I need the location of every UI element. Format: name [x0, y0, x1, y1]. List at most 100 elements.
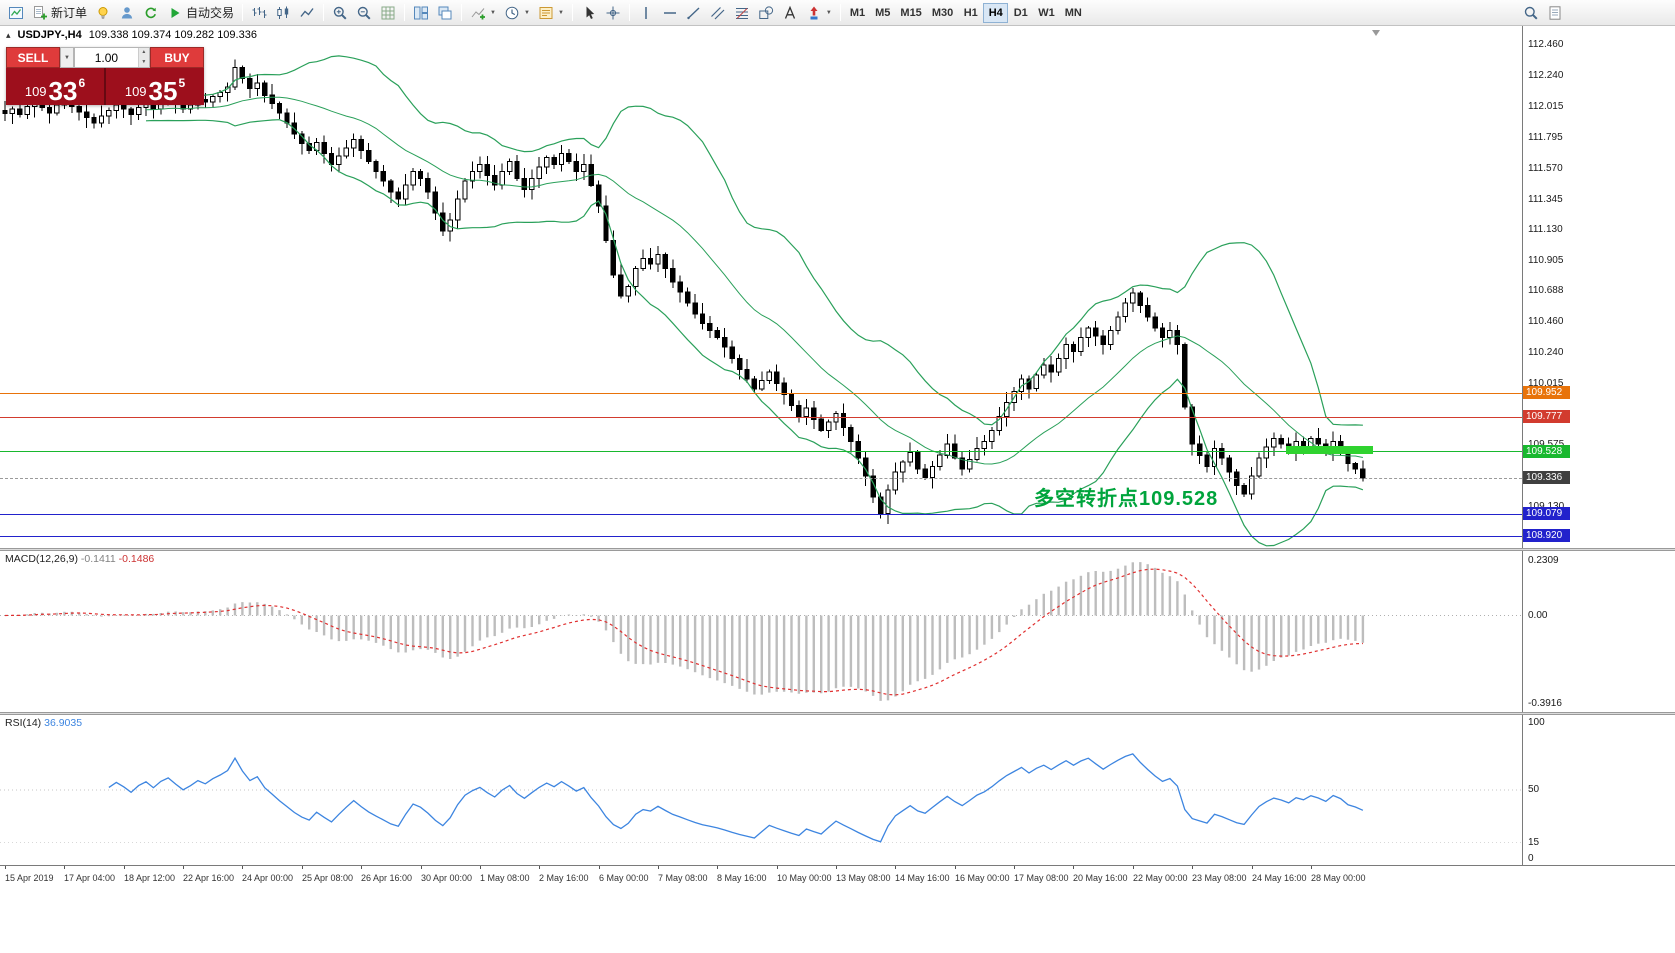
time-tick	[242, 866, 243, 869]
cursor-button[interactable]	[577, 2, 601, 23]
toolbar-groups: 新订单 自动交易 ▼ ▼ ▼ ▼ M1 M5 M15 M30 H1 H4 D1 W1 MN	[4, 0, 1087, 25]
timeframe-mn-button[interactable]: MN	[1060, 3, 1087, 23]
app-chart-icon	[9, 6, 23, 19]
timeframe-w1-button[interactable]: W1	[1033, 3, 1060, 23]
time-label: 22 May 00:00	[1133, 873, 1188, 883]
buy-price[interactable]: 109 35 5	[106, 68, 204, 105]
chart-info: ▴ USDJPY-,H4 109.338 109.374 109.282 109…	[6, 29, 257, 41]
trendline-button[interactable]	[682, 2, 706, 23]
price-display: 109 33 6 109 35 5	[6, 68, 204, 105]
sell-price-pip: 6	[78, 76, 86, 90]
vertical-line-button[interactable]	[634, 2, 658, 23]
collapse-chart-icon[interactable]: ▴	[6, 29, 11, 40]
timeframe-m30-button[interactable]: M30	[927, 3, 958, 23]
time-label: 26 Apr 16:00	[361, 873, 413, 883]
price-scale[interactable]: 112.460 112.240 112.015 111.795 111.570 111.3…	[1523, 26, 1675, 548]
sell-price[interactable]: 109 33 6	[6, 68, 104, 105]
indicators-button[interactable]: ▼	[466, 2, 500, 23]
time-label: 22 Apr 16:00	[183, 873, 235, 883]
candles-chart-button[interactable]	[271, 2, 295, 23]
rsi-panel[interactable]: RSI(14) 36.9035	[0, 715, 1522, 865]
autotrade-label: 自动交易	[186, 6, 235, 20]
grid-icon	[381, 6, 395, 19]
time-tick	[1252, 866, 1253, 869]
volume-input[interactable]	[75, 48, 138, 67]
candles-chart-icon	[277, 6, 289, 19]
text-button[interactable]	[778, 2, 802, 23]
market-watch-button[interactable]	[115, 2, 139, 23]
bars-chart-button[interactable]	[247, 2, 271, 23]
time-label: 30 Apr 00:00	[421, 873, 473, 883]
templates-button[interactable]: ▼	[534, 2, 568, 23]
tile-windows-button[interactable]	[409, 2, 433, 23]
search-button[interactable]	[1519, 2, 1543, 23]
timeframe-m5-button[interactable]: M5	[870, 3, 895, 23]
time-label: 10 May 00:00	[777, 873, 832, 883]
equidistant-channel-button[interactable]	[706, 2, 730, 23]
navigator-button[interactable]	[139, 2, 163, 23]
crosshair-button[interactable]	[601, 2, 625, 23]
sell-button[interactable]: SELL	[6, 47, 60, 68]
arrows-button[interactable]: ▼	[802, 2, 836, 23]
horizontal-line-109.952[interactable]	[0, 392, 1522, 394]
timeframe-d1-button[interactable]: D1	[1008, 3, 1033, 23]
time-tick	[1133, 866, 1134, 869]
price-chart[interactable]: ▴ USDJPY-,H4 109.338 109.374 109.282 109…	[0, 26, 1522, 548]
vline-icon	[645, 6, 647, 19]
zoom-out-button[interactable]	[352, 2, 376, 23]
time-axis[interactable]: 15 Apr 2019 17 Apr 04:00 18 Apr 12:00 22 Ap…	[0, 865, 1675, 889]
horizontal-line-109.079[interactable]	[0, 513, 1522, 515]
time-label: 14 May 16:00	[895, 873, 950, 883]
timeframe-m15-button[interactable]: M15	[895, 3, 926, 23]
crosshair-icon	[606, 6, 620, 19]
price-badge: 109.079	[1523, 507, 1570, 520]
fibonacci-button[interactable]	[730, 2, 754, 23]
bars-chart-icon	[252, 6, 267, 18]
panel-divider[interactable]	[0, 712, 1675, 715]
toolbar-right	[1519, 2, 1567, 23]
profiles-button[interactable]	[91, 2, 115, 23]
zoom-out-icon	[357, 6, 371, 20]
text-icon	[784, 5, 795, 19]
timeframe-h1-button[interactable]: H1	[958, 3, 983, 23]
time-tick	[64, 866, 65, 869]
highlight-rectangle[interactable]	[1285, 446, 1374, 455]
panel-divider[interactable]	[0, 548, 1675, 551]
candlestick-canvas[interactable]	[0, 26, 1522, 548]
rsi-canvas	[0, 753, 1522, 843]
timeframe-m1-button[interactable]: M1	[845, 3, 870, 23]
channel-icon	[710, 6, 725, 19]
cascade-windows-button[interactable]	[433, 2, 457, 23]
line-chart-button[interactable]	[295, 2, 319, 23]
timeframe-h4-button[interactable]: H4	[983, 2, 1009, 23]
toolbar-separator	[571, 4, 573, 21]
horizontal-line-109.777[interactable]	[0, 416, 1522, 418]
time-tick	[361, 866, 362, 869]
zoom-in-button[interactable]	[328, 2, 352, 23]
price-scale-label: 110.015	[1528, 377, 1564, 389]
order-type-dropdown[interactable]: ▼	[60, 47, 74, 68]
sell-price-prefix: 109	[24, 84, 47, 99]
app-chart-button[interactable]	[4, 2, 28, 23]
macd-header: MACD(12,26,9) -0.1411 -0.1486	[5, 553, 154, 565]
toolbar-separator	[323, 4, 325, 21]
time-label: 17 Apr 04:00	[64, 873, 116, 883]
macd-panel[interactable]: MACD(12,26,9) -0.1411 -0.1486	[0, 551, 1522, 712]
periods-button[interactable]: ▼	[500, 2, 534, 23]
horizontal-line-109.528[interactable]	[0, 451, 1522, 453]
new-order-button[interactable]: 新订单	[28, 2, 91, 23]
buy-button[interactable]: BUY	[150, 47, 204, 68]
grid-button[interactable]	[376, 2, 400, 23]
chart-annotation-text: 多空转折点109.528	[1034, 488, 1219, 510]
volume-down-button[interactable]: ▼	[138, 57, 149, 67]
new-window-button[interactable]	[1543, 2, 1567, 23]
horizontal-line-button[interactable]	[658, 2, 682, 23]
autotrade-button[interactable]: 自动交易	[163, 2, 238, 23]
horizontal-line-108.920[interactable]	[0, 535, 1522, 537]
shapes-button[interactable]	[754, 2, 778, 23]
volume-up-button[interactable]: ▲	[138, 48, 149, 58]
time-label: 23 May 08:00	[1192, 873, 1247, 883]
price-scale-label: 110.460	[1528, 316, 1564, 328]
chart-shift-marker[interactable]	[1372, 30, 1380, 36]
